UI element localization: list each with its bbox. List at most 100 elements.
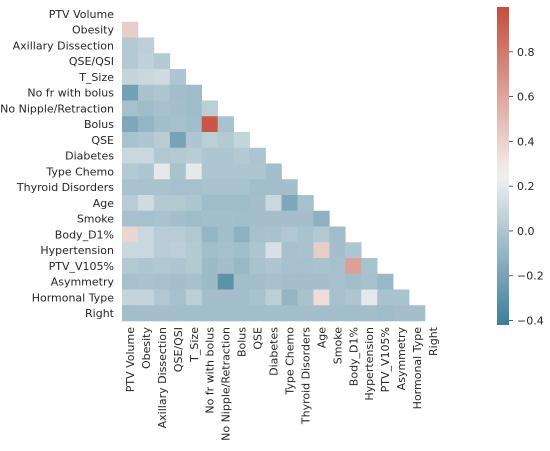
heatmap-cell (217, 195, 234, 212)
heatmap-cell (233, 163, 250, 180)
heatmap-cell (122, 37, 139, 54)
heatmap-cell (185, 195, 203, 212)
heatmap-cell (137, 226, 155, 243)
heatmap-cell (185, 226, 203, 243)
heatmap-cell (201, 289, 218, 306)
column-label: Asymmetry (395, 327, 408, 391)
heatmap-cell (137, 37, 155, 54)
heatmap-cell (201, 147, 218, 164)
heatmap-cell (249, 179, 266, 196)
row-label: PTV Volume (49, 8, 115, 21)
heatmap-cell (361, 305, 378, 322)
heatmap-cell (185, 305, 203, 322)
heatmap-cell (265, 305, 282, 322)
heatmap-cell (217, 273, 234, 290)
heatmap-cell (169, 179, 187, 196)
heatmap-cell (153, 289, 171, 306)
heatmap-cell (201, 100, 218, 117)
heatmap-cell (265, 242, 282, 259)
heatmap-cell (345, 289, 362, 306)
heatmap-cell (122, 273, 139, 290)
heatmap-cell (361, 273, 378, 290)
heatmap-cell (393, 305, 410, 322)
heatmap-cell (345, 258, 362, 275)
heatmap-cell (185, 242, 203, 259)
heatmap-cell (122, 289, 139, 306)
heatmap-cell (137, 289, 155, 306)
heatmap-cell (201, 258, 218, 275)
heatmap-cell (297, 210, 314, 227)
heatmap-cell (297, 273, 314, 290)
row-label: Hormonal Type (32, 291, 115, 304)
heatmap-cell (281, 289, 298, 306)
heatmap-cell (122, 21, 139, 38)
row-label: QSE/QSI (69, 55, 114, 68)
heatmap-cell (169, 226, 187, 243)
heatmap-cell (313, 258, 330, 275)
heatmap-cell (329, 273, 346, 290)
heatmap-cell (313, 242, 330, 259)
heatmap-cell (265, 289, 282, 306)
heatmap-cell (217, 116, 234, 133)
column-label: Bolus (236, 327, 249, 357)
heatmap-cell (281, 273, 298, 290)
heatmap-cell (122, 53, 139, 70)
heatmap-cell (137, 69, 155, 86)
row-label: QSE (91, 134, 114, 147)
heatmap-cell (185, 132, 203, 149)
heatmap-cell (122, 116, 139, 133)
heatmap-cell (233, 273, 250, 290)
heatmap-cell (122, 132, 139, 149)
heatmap-cell (122, 226, 139, 243)
heatmap-cell (345, 305, 362, 322)
row-label: No fr with bolus (27, 87, 114, 100)
heatmap-cell (233, 179, 250, 196)
row-labels: PTV Volume Obesity Axillary Dissection QSE/… (0, 8, 115, 320)
heatmap-cell (217, 132, 234, 149)
heatmap-cell (281, 226, 298, 243)
heatmap-cell (185, 179, 203, 196)
heatmap-cell (185, 210, 203, 227)
heatmap-cell (137, 53, 155, 70)
heatmap-cell (153, 305, 171, 322)
heatmap-cell (345, 273, 362, 290)
heatmap-cell (169, 132, 187, 149)
heatmap-cell (297, 258, 314, 275)
row-label: Hypertension (40, 244, 114, 257)
heatmap-cell (329, 242, 346, 259)
heatmap-cell (297, 195, 314, 212)
row-label: Right (85, 307, 115, 320)
heatmap-cell (281, 242, 298, 259)
heatmap-cell (249, 210, 266, 227)
heatmap-cell (329, 305, 346, 322)
column-label: Right (427, 326, 440, 356)
heatmap-cell (329, 258, 346, 275)
heatmap-cell (137, 195, 155, 212)
heatmap-cell (265, 258, 282, 275)
heatmap-cell (217, 226, 234, 243)
heatmap-cell (169, 116, 187, 133)
heatmap-cell (297, 305, 314, 322)
heatmap-cell (169, 69, 187, 86)
row-label: Type Chemo (45, 165, 114, 178)
heatmap-cell (169, 289, 187, 306)
heatmap-cell (137, 147, 155, 164)
heatmap-cell (201, 242, 218, 259)
heatmap-cell (201, 163, 218, 180)
row-label: T_Size (78, 71, 114, 84)
heatmap-cell (233, 195, 250, 212)
heatmap-cell (153, 242, 171, 259)
heatmap-cell (185, 273, 203, 290)
heatmap-cell (137, 116, 155, 133)
heatmap-cell (377, 273, 394, 290)
heatmap-cell (185, 116, 203, 133)
heatmap-cell (313, 210, 330, 227)
heatmap-cell (122, 242, 139, 259)
column-label: Smoke (331, 327, 344, 364)
heatmap-cell (265, 179, 282, 196)
heatmap-cell (217, 210, 234, 227)
heatmap-cell (185, 258, 203, 275)
heatmap-cell (249, 226, 266, 243)
column-label: Hormonal Type (411, 327, 424, 410)
column-label: Hypertension (363, 327, 376, 401)
